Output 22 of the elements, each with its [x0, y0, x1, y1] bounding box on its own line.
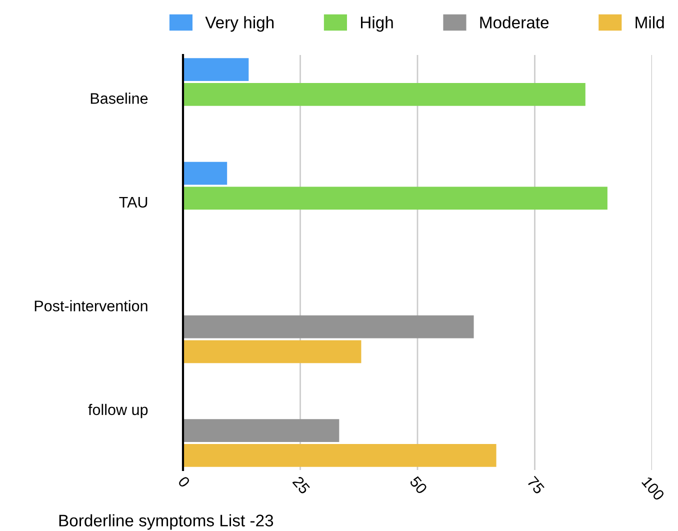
- x-tick-label: 25: [292, 476, 310, 495]
- y-tick-label: Baseline: [90, 92, 148, 104]
- bar: [183, 419, 340, 442]
- x-tick-label: 100: [641, 476, 665, 502]
- bar: [183, 315, 474, 338]
- bar: [183, 186, 608, 210]
- legend-label: Moderate: [480, 16, 549, 28]
- bar: [183, 58, 249, 81]
- x-tick-label: 0: [178, 476, 190, 488]
- legend-label: Very high: [205, 16, 274, 32]
- text: Borderline symptoms List -23: [59, 514, 274, 530]
- bar: [183, 340, 362, 364]
- x-tick-label: 50: [409, 476, 428, 495]
- bar: [183, 162, 228, 185]
- legend-label: Mild: [636, 16, 664, 28]
- bar: [183, 444, 496, 467]
- bar: [183, 82, 586, 106]
- x-tick-label: 75: [526, 476, 545, 495]
- y-tick-label: TAU: [119, 196, 148, 208]
- y-tick-label: follow up: [88, 404, 148, 418]
- y-tick-label: Post-intervention: [34, 300, 148, 312]
- legend-label: High: [360, 16, 393, 32]
